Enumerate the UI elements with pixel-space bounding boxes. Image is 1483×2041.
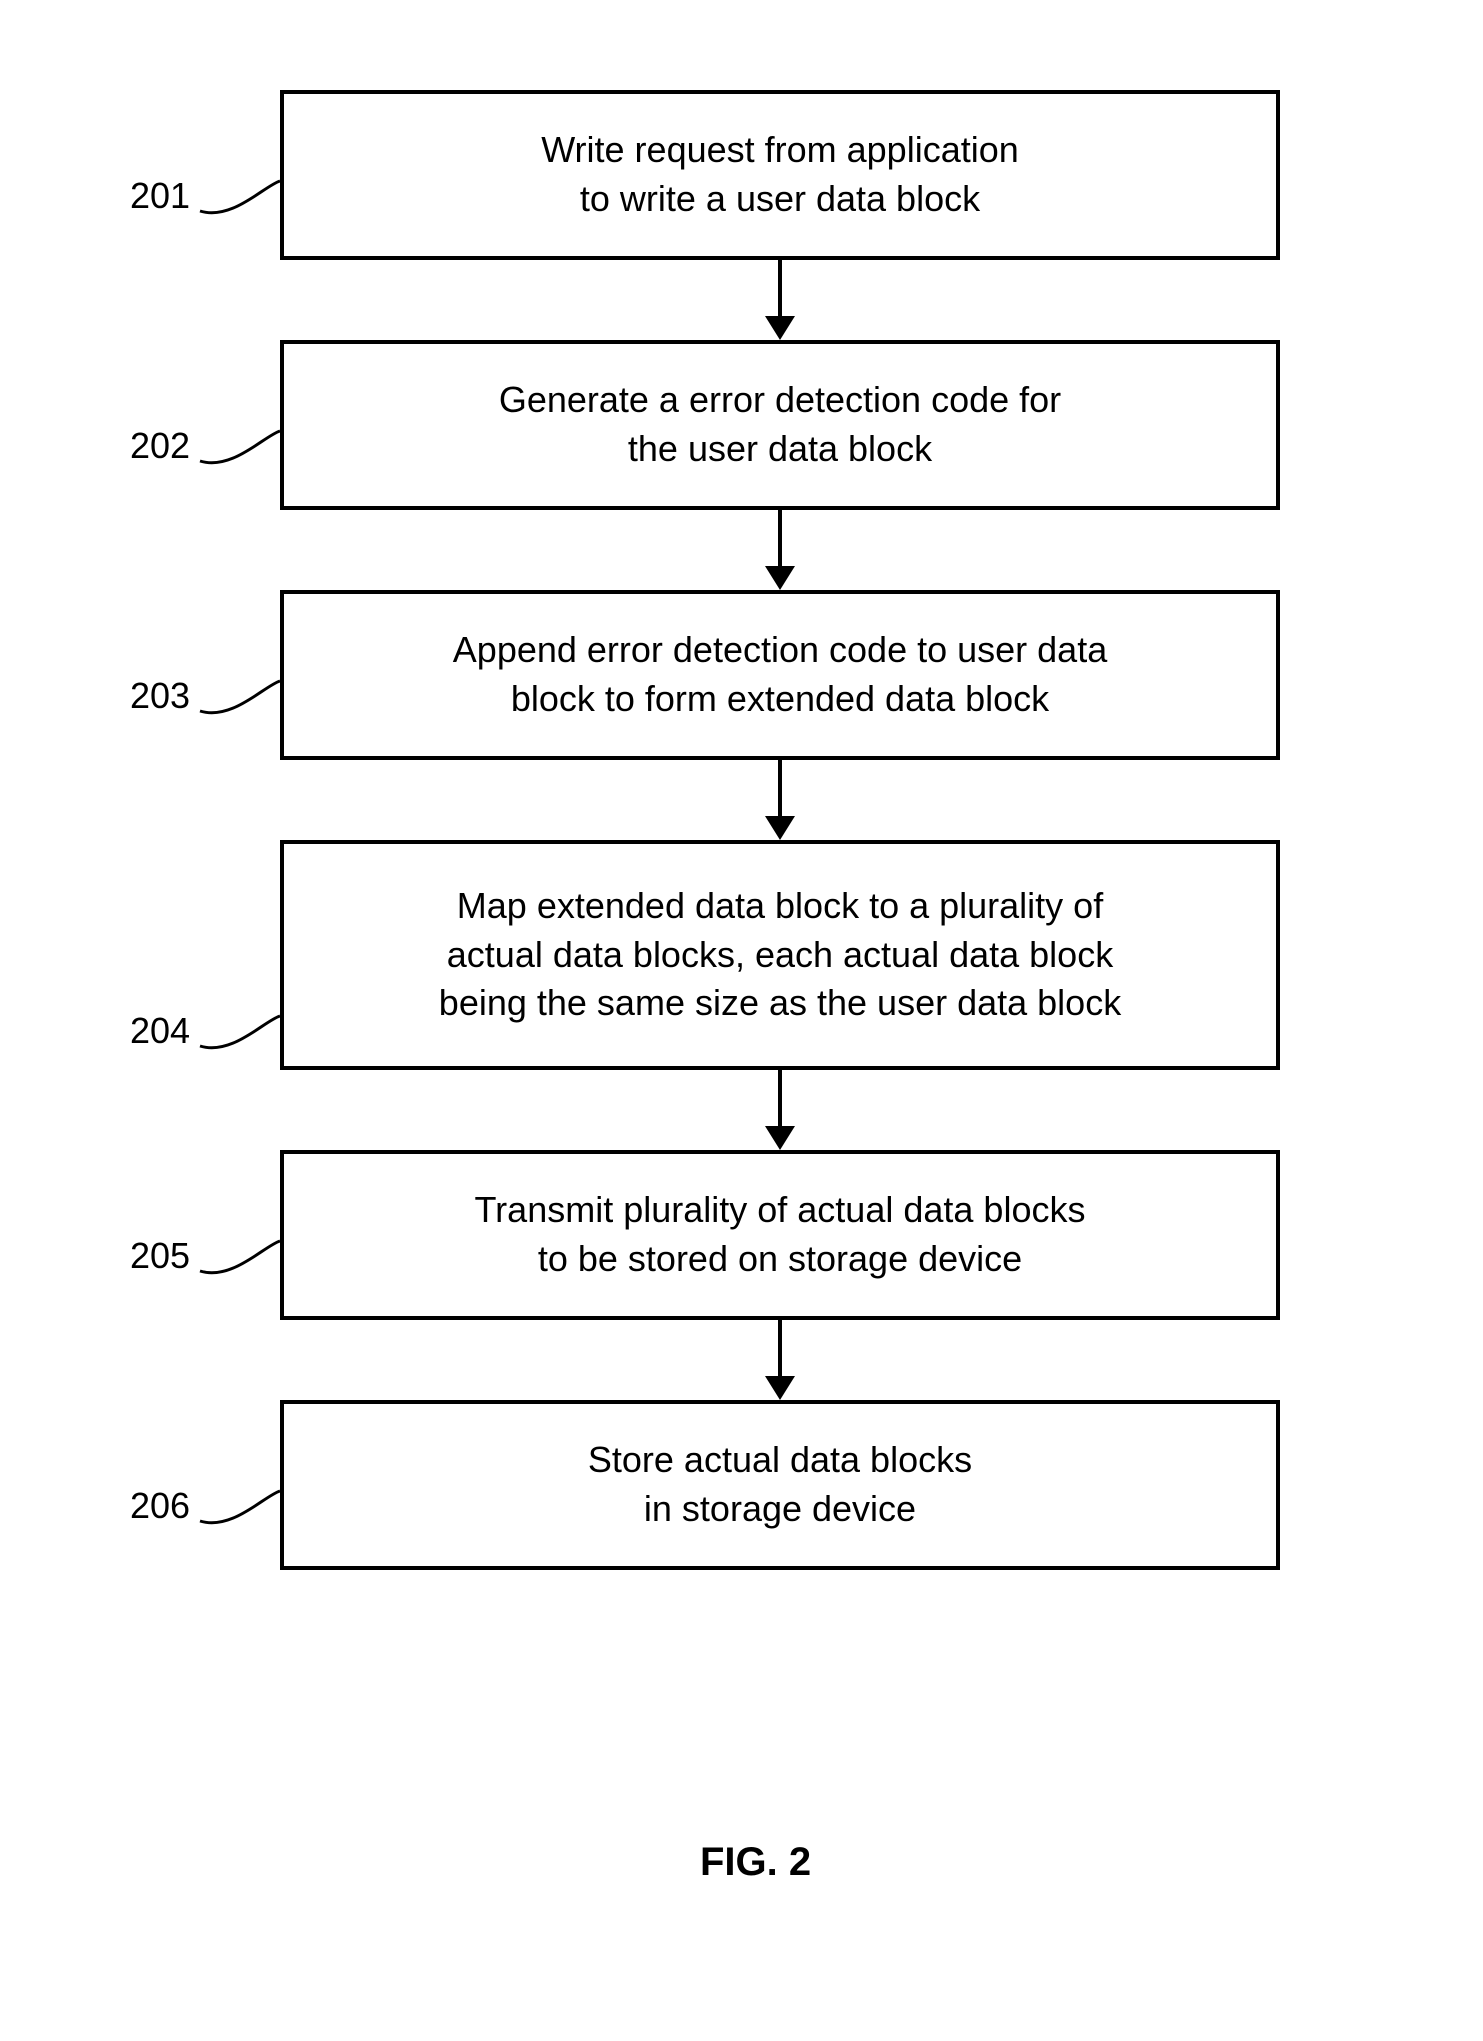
ref-leader xyxy=(0,0,1483,2041)
figure-caption: FIG. 2 xyxy=(700,1840,811,1885)
flowchart-canvas: Write request from application to write … xyxy=(0,0,1483,2041)
